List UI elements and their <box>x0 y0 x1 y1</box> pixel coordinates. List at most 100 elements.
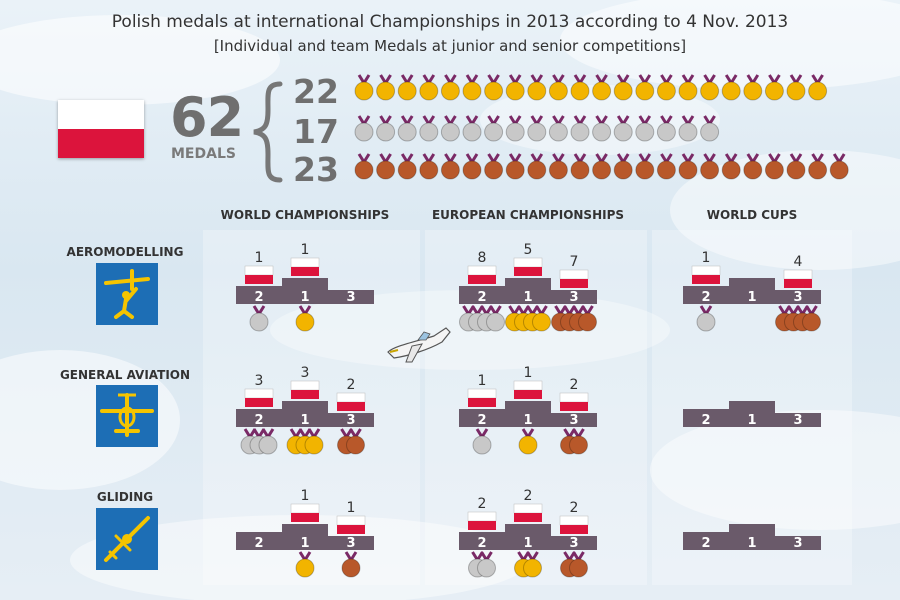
medal-count-silver: 1 <box>478 373 487 389</box>
podium-label-bronze: 3 <box>346 290 355 305</box>
podium-step-gold <box>282 401 328 427</box>
summary-bronze-medal <box>376 160 396 180</box>
summary-gold-medal <box>462 81 482 101</box>
summary-gold-medal <box>527 81 547 101</box>
summary-silver-medal <box>570 122 590 142</box>
podium-label-silver: 2 <box>701 290 710 305</box>
podium-step-silver <box>236 409 282 427</box>
summary-bronze-medal <box>462 160 482 180</box>
podium-label-gold: 1 <box>300 290 309 305</box>
winner-flag-bronze-red <box>337 402 365 411</box>
winner-flag-bronze-white <box>559 392 589 403</box>
winner-flag-silver-red <box>468 275 496 284</box>
gliding-icon <box>96 508 158 570</box>
summary-bronze-medal <box>548 160 568 180</box>
winner-flag-silver-white <box>467 511 497 522</box>
podium-medal-gold <box>518 435 538 455</box>
podium-label-gold: 1 <box>747 536 756 551</box>
podium-label-gold: 1 <box>300 536 309 551</box>
podium-step-bronze <box>328 290 374 304</box>
medal-count-gold: 3 <box>301 365 310 381</box>
podium-label-bronze: 3 <box>569 413 578 428</box>
podium-label-bronze: 3 <box>793 290 802 305</box>
summary-gold-medal <box>548 81 568 101</box>
podium-step-bronze <box>775 413 821 427</box>
podium-label-silver: 2 <box>701 413 710 428</box>
summary-silver-medal <box>419 122 439 142</box>
row-label-aeromodelling: AEROMODELLING <box>66 245 184 259</box>
summary-bronze-medal <box>592 160 612 180</box>
gold-count: 22 <box>293 72 339 111</box>
bronze-count: 23 <box>293 150 339 189</box>
summary-bronze-medal <box>635 160 655 180</box>
podium-medal-silver <box>249 312 269 332</box>
summary-silver-medal <box>635 122 655 142</box>
summary-gold-medal <box>397 81 417 101</box>
podium-label-bronze: 3 <box>346 536 355 551</box>
winner-flag-bronze-white <box>783 269 813 280</box>
podium-label-bronze: 3 <box>793 536 802 551</box>
summary-silver-medal <box>700 122 720 142</box>
winner-flag-bronze-white <box>559 269 589 280</box>
summary-silver-medal <box>440 122 460 142</box>
summary-gold-medal <box>678 81 698 101</box>
podium-label-gold: 1 <box>523 290 532 305</box>
podium-label-silver: 2 <box>477 536 486 551</box>
podium-step-silver <box>683 532 729 550</box>
podium-medal-silver <box>258 435 278 455</box>
winner-flag-bronze-red <box>560 402 588 411</box>
winner-flag-gold-red <box>291 513 319 522</box>
medal-count-bronze: 7 <box>570 254 579 270</box>
summary-gold-medal <box>786 81 806 101</box>
summary-bronze-medal <box>743 160 763 180</box>
winner-flag-bronze-red <box>337 525 365 534</box>
podium-medal-gold <box>523 558 542 578</box>
summary-gold-medal <box>570 81 590 101</box>
medal-count-gold: 5 <box>524 242 533 258</box>
podium-label-silver: 2 <box>254 536 263 551</box>
summary-bronze-medal <box>527 160 547 180</box>
medal-count-bronze: 2 <box>347 377 356 393</box>
summary-gold-medal <box>808 81 828 101</box>
column-header-european-championships: EUROPEAN CHAMPIONSHIPS <box>431 208 625 222</box>
winner-flag-bronze-white <box>559 515 589 526</box>
podium-label-gold: 1 <box>747 290 756 305</box>
winner-flag-silver-red <box>245 398 273 407</box>
summary-gold-medal <box>440 81 460 101</box>
podium-label-silver: 2 <box>477 413 486 428</box>
winner-flag-silver-white <box>691 265 721 276</box>
summary-bronze-medal <box>678 160 698 180</box>
podium-step-gold <box>729 401 775 427</box>
podium-step-bronze <box>551 290 597 304</box>
medal-count-silver: 1 <box>702 250 711 266</box>
summary-bronze-medal <box>829 160 849 180</box>
winner-flag-bronze-red <box>784 279 812 288</box>
summary-bronze-medal <box>484 160 504 180</box>
podium-medal-bronze <box>802 312 821 332</box>
winner-flag-bronze-red <box>560 279 588 288</box>
podium-step-silver <box>459 286 505 304</box>
winner-flag-gold-white <box>290 257 320 268</box>
summary-gold-medal <box>700 81 720 101</box>
medal-count-silver: 1 <box>255 250 264 266</box>
summary-bronze-medal <box>505 160 525 180</box>
podium-step-gold <box>729 278 775 304</box>
winner-flag-silver-red <box>468 521 496 530</box>
summary-gold-medal <box>484 81 504 101</box>
polish-flag-icon <box>58 100 144 158</box>
medal-count-bronze: 2 <box>570 377 579 393</box>
summary-gold-medal <box>505 81 525 101</box>
row-label-general-aviation: GENERAL AVIATION <box>59 368 191 382</box>
summary-bronze-medal <box>764 160 784 180</box>
summary-bronze-medal <box>700 160 720 180</box>
winner-flag-silver-red <box>692 275 720 284</box>
podium-step-gold <box>505 278 551 304</box>
summary-silver-medal <box>656 122 676 142</box>
total-medals-label: MEDALS <box>171 146 236 162</box>
podium-medal-bronze <box>569 558 588 578</box>
summary-silver-medal <box>376 122 396 142</box>
total-medals-number: 62 <box>170 86 244 149</box>
winner-flag-gold-red <box>291 390 319 399</box>
medal-count-bronze: 4 <box>794 254 803 270</box>
summary-gold-medal <box>743 81 763 101</box>
